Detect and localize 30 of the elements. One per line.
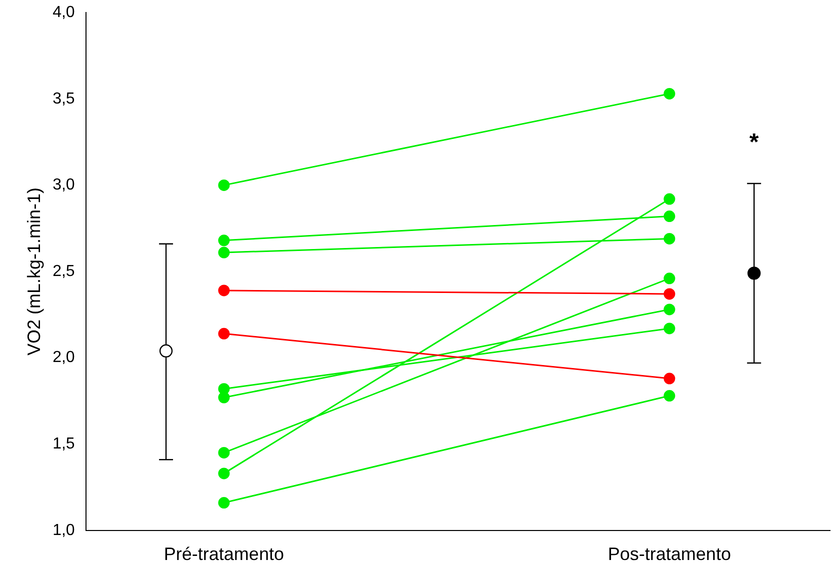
- y-tick-label: 3,5: [52, 90, 75, 108]
- point: [664, 288, 676, 300]
- y-tick-label: 2,0: [52, 349, 75, 366]
- point: [664, 372, 676, 384]
- y-axis-title: VO2 (mL.kg-1.min-1): [24, 187, 44, 356]
- point: [218, 468, 230, 480]
- point: [218, 179, 230, 191]
- y-tick-label: 2,5: [52, 262, 75, 280]
- point: [664, 232, 676, 244]
- point: [664, 272, 676, 284]
- point: [664, 390, 676, 402]
- point: [218, 446, 230, 458]
- y-tick-label: 3,0: [52, 176, 75, 194]
- y-tick-label: 4,0: [52, 4, 75, 22]
- point: [664, 210, 676, 222]
- point: [218, 328, 230, 340]
- point: [218, 246, 230, 258]
- x-tick-label: Pos-tratamento: [608, 544, 731, 564]
- point: [664, 304, 676, 316]
- point: [218, 497, 230, 509]
- point: [664, 193, 676, 205]
- y-tick-label: 1,0: [52, 522, 75, 539]
- annotation: *: [749, 129, 760, 156]
- point: [664, 322, 676, 334]
- point: [218, 383, 230, 395]
- point: [218, 234, 230, 246]
- point: [664, 88, 676, 100]
- point: [218, 284, 230, 296]
- y-tick-label: 1,5: [52, 436, 75, 453]
- x-tick-label: Pré-tratamento: [164, 544, 284, 564]
